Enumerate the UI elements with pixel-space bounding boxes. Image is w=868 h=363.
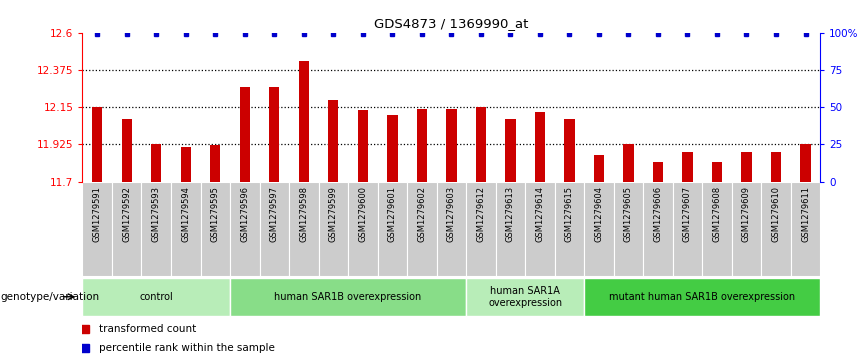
Bar (299, 61, 309, 182)
Bar (319, 182, 348, 276)
Text: transformed count: transformed count (99, 324, 196, 334)
Bar (378, 182, 407, 276)
Bar (564, 119, 575, 182)
Bar (269, 87, 279, 182)
Bar (476, 107, 486, 182)
Text: GSM1279602: GSM1279602 (418, 186, 426, 242)
Text: GSM1279610: GSM1279610 (772, 186, 780, 242)
Bar (289, 182, 319, 276)
Bar (761, 182, 791, 276)
Bar (328, 101, 339, 182)
Text: GSM1279615: GSM1279615 (565, 186, 574, 242)
Text: GSM1279601: GSM1279601 (388, 186, 397, 242)
Text: GSM1279607: GSM1279607 (683, 186, 692, 242)
Bar (112, 182, 141, 276)
Bar (614, 182, 643, 276)
Bar (712, 162, 722, 182)
Bar (496, 182, 525, 276)
Text: GSM1279592: GSM1279592 (122, 186, 131, 242)
Bar (555, 182, 584, 276)
Bar (791, 182, 820, 276)
Bar (732, 182, 761, 276)
Bar (594, 155, 604, 182)
Text: GSM1279597: GSM1279597 (270, 186, 279, 242)
Bar (741, 152, 752, 182)
Bar (201, 182, 230, 276)
Text: GSM1279600: GSM1279600 (358, 186, 367, 242)
Bar (122, 119, 132, 182)
Bar (800, 144, 811, 182)
Text: GSM1279603: GSM1279603 (447, 186, 456, 242)
Text: GSM1279595: GSM1279595 (211, 186, 220, 242)
Text: GSM1279614: GSM1279614 (536, 186, 544, 242)
Bar (210, 145, 220, 182)
Text: GSM1279591: GSM1279591 (93, 186, 102, 242)
Text: GSM1279613: GSM1279613 (506, 186, 515, 242)
Bar (151, 144, 161, 182)
Bar (623, 144, 634, 182)
Bar (437, 182, 466, 276)
Bar (702, 182, 732, 276)
Text: GSM1279598: GSM1279598 (299, 186, 308, 242)
Bar (466, 278, 584, 315)
Bar (358, 110, 368, 182)
Bar (673, 182, 702, 276)
Text: GSM1279594: GSM1279594 (181, 186, 190, 242)
Bar (230, 278, 466, 315)
Bar (584, 278, 820, 315)
Bar (771, 152, 781, 182)
Text: GSM1279605: GSM1279605 (624, 186, 633, 242)
Bar (505, 119, 516, 182)
Bar (240, 87, 250, 182)
Bar (141, 182, 171, 276)
Bar (171, 182, 201, 276)
Text: GSM1279606: GSM1279606 (654, 186, 662, 242)
Text: GSM1279609: GSM1279609 (742, 186, 751, 242)
Text: human SAR1A
overexpression: human SAR1A overexpression (488, 286, 562, 307)
Bar (230, 182, 260, 276)
Bar (525, 182, 555, 276)
Bar (417, 109, 427, 182)
Bar (535, 112, 545, 182)
Bar (181, 147, 191, 182)
Bar (653, 162, 663, 182)
Text: GSM1279599: GSM1279599 (329, 186, 338, 242)
Bar (682, 152, 693, 182)
Bar (466, 182, 496, 276)
Text: percentile rank within the sample: percentile rank within the sample (99, 343, 274, 353)
Bar (92, 107, 102, 182)
Title: GDS4873 / 1369990_at: GDS4873 / 1369990_at (374, 17, 529, 30)
Bar (82, 278, 230, 315)
Text: GSM1279608: GSM1279608 (713, 186, 721, 242)
Bar (260, 182, 289, 276)
Bar (446, 109, 457, 182)
Bar (387, 115, 398, 182)
Bar (643, 182, 673, 276)
Text: GSM1279612: GSM1279612 (477, 186, 485, 242)
Text: human SAR1B overexpression: human SAR1B overexpression (274, 292, 422, 302)
Text: GSM1279596: GSM1279596 (240, 186, 249, 242)
Text: GSM1279611: GSM1279611 (801, 186, 810, 242)
Text: mutant human SAR1B overexpression: mutant human SAR1B overexpression (609, 292, 795, 302)
Bar (407, 182, 437, 276)
Bar (82, 182, 112, 276)
Bar (348, 182, 378, 276)
Text: control: control (140, 292, 173, 302)
Bar (584, 182, 614, 276)
Text: genotype/variation: genotype/variation (1, 292, 100, 302)
Text: GSM1279604: GSM1279604 (595, 186, 603, 242)
Text: GSM1279593: GSM1279593 (152, 186, 161, 242)
